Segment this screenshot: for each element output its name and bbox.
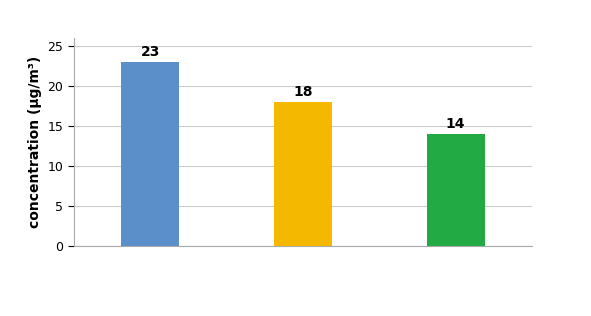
- Y-axis label: concentration (µg/m³): concentration (µg/m³): [28, 56, 42, 228]
- Bar: [274, 102, 332, 246]
- Text: 14: 14: [446, 117, 465, 131]
- Text: 18: 18: [293, 85, 313, 99]
- Bar: [121, 62, 179, 246]
- Bar: [427, 134, 485, 246]
- Text: 23: 23: [141, 45, 160, 59]
